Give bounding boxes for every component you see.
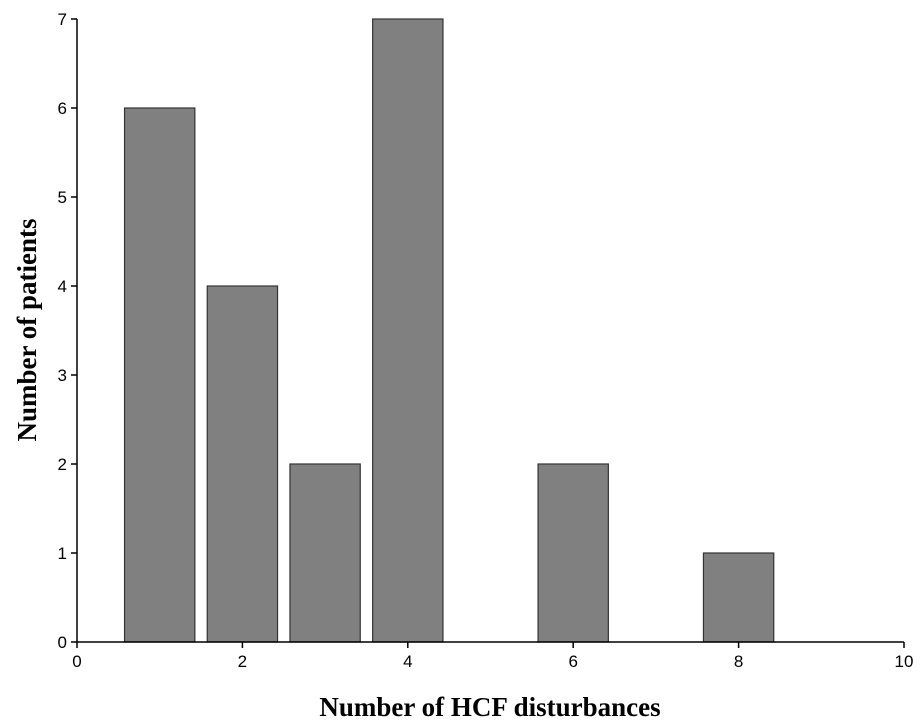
y-tick-label: 5 (58, 188, 67, 207)
x-tick-label: 4 (403, 652, 412, 671)
x-tick-label: 0 (72, 652, 81, 671)
bar-x-3 (289, 463, 361, 643)
y-tick-label: 1 (58, 544, 67, 563)
bar-x-2 (206, 285, 279, 643)
bar-x-8 (702, 552, 775, 643)
bar-x-1 (123, 107, 196, 643)
bars-group (123, 18, 775, 643)
y-tick-label: 2 (58, 455, 67, 474)
y-ticks-group: 0 1 2 3 4 5 6 7 (58, 10, 77, 652)
x-ticks-group: 0 2 4 6 8 10 (72, 642, 913, 671)
y-tick-label: 3 (58, 366, 67, 385)
bar-x-4 (372, 18, 444, 643)
x-tick-label: 10 (895, 652, 914, 671)
axes-group (76, 19, 904, 643)
x-axis-title: Number of HCF disturbances (319, 692, 660, 722)
y-axis-title: Number of patients (12, 218, 42, 441)
y-tick-label: 4 (58, 277, 67, 296)
x-tick-label: 8 (734, 652, 743, 671)
bar-x-6 (537, 463, 609, 643)
y-tick-label: 7 (58, 10, 67, 29)
y-tick-label: 0 (58, 633, 67, 652)
y-tick-label: 6 (58, 99, 67, 118)
x-tick-label: 6 (568, 652, 577, 671)
x-tick-label: 2 (238, 652, 247, 671)
